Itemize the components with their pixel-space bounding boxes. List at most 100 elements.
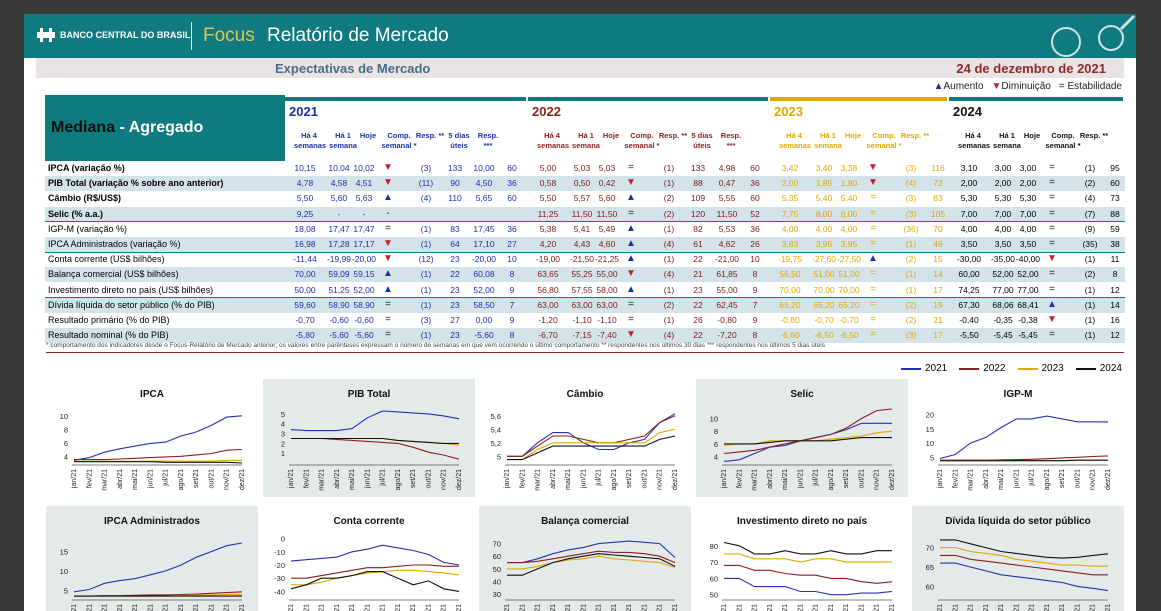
table-cell: 133 bbox=[690, 163, 706, 173]
table-cell: -6,50 bbox=[814, 330, 834, 341]
table-cell: 12 bbox=[1110, 330, 1120, 341]
header-bar: BANCO CENTRAL DO BRASIL Focus Relatório … bbox=[24, 14, 1136, 58]
table-cell: 50,00 bbox=[294, 284, 316, 295]
trend-icon: ▲ bbox=[626, 283, 636, 295]
x-tick-label: out/21 bbox=[208, 469, 215, 489]
y-tick-label: -30 bbox=[274, 574, 285, 583]
table-cell: (2) bbox=[663, 193, 675, 204]
bank-emblem-icon bbox=[37, 28, 55, 42]
table-cell: 77,00 bbox=[992, 284, 1014, 295]
trend-icon: - bbox=[386, 207, 390, 219]
y-tick-label: 6 bbox=[714, 440, 718, 449]
column-header: Há 1 semana bbox=[572, 131, 600, 150]
x-tick-label: abr/21 bbox=[767, 469, 774, 489]
table-cell: 3,95 bbox=[840, 239, 858, 249]
trend-icon: = bbox=[1049, 329, 1055, 341]
line-chart: 5 5,2 5,4 5,6 jan/21 fev/21 mar/21 abr/21 mai/21… bbox=[491, 412, 679, 491]
x-tick-label: dez/21 bbox=[1105, 469, 1112, 490]
y-tick-label: 40 bbox=[493, 578, 501, 587]
table-cell: 10,00 bbox=[473, 163, 495, 173]
table-cell: 1,80 bbox=[840, 178, 858, 189]
row-label: Balança comercial (US$ bilhões) bbox=[48, 269, 179, 280]
table-cell: -21,50 bbox=[569, 254, 595, 265]
series-line-2022 bbox=[723, 408, 893, 455]
table-cell: 59 bbox=[1110, 223, 1120, 234]
y-tick-label: 2 bbox=[281, 439, 285, 448]
column-header: Resp. *** bbox=[720, 131, 742, 150]
table-cell: (3) bbox=[905, 208, 917, 219]
table-cell: (1) bbox=[420, 299, 432, 310]
table-cell: 3,83 bbox=[781, 239, 799, 249]
trend-icon: = bbox=[1049, 177, 1055, 189]
trend-icon: ▲ bbox=[1047, 298, 1057, 310]
table-cell: (4) bbox=[420, 193, 432, 204]
table-cell: 17 bbox=[933, 330, 943, 341]
table-cell: 5,03 bbox=[573, 163, 591, 173]
table-cell: 23 bbox=[450, 254, 460, 265]
series-line-2024 bbox=[724, 437, 892, 445]
table-cell: 58,90 bbox=[328, 299, 350, 310]
trend-icon: = bbox=[628, 298, 634, 310]
magnifier-decoration-icon bbox=[1051, 14, 1136, 57]
row-label: Conta corrente (US$ bilhões) bbox=[48, 254, 165, 265]
chart-panel: Conta corrente 0 -10 -20 -30 -40 jan/21 fev/21 m… bbox=[263, 506, 475, 611]
x-tick-label: jun/21 bbox=[147, 469, 154, 489]
y-tick-label: 80 bbox=[710, 542, 718, 551]
x-tick-label: dez/21 bbox=[1105, 604, 1112, 611]
x-tick-label: nov/21 bbox=[874, 604, 881, 611]
table-cell: (1) bbox=[905, 284, 917, 295]
x-tick-label: jan/21 bbox=[937, 604, 944, 611]
group-separator bbox=[45, 251, 1125, 253]
x-tick-label: fev/21 bbox=[303, 604, 310, 611]
table-cell: (1) bbox=[905, 239, 917, 249]
legend-swatch bbox=[901, 367, 921, 370]
x-tick-label: jan/21 bbox=[937, 469, 944, 489]
table-cell: (1) bbox=[663, 178, 675, 189]
table-cell: 77,00 bbox=[1017, 284, 1039, 295]
y-tick-label: 60 bbox=[493, 552, 501, 561]
table-cell: 11,25 bbox=[537, 208, 559, 219]
x-tick-label: set/21 bbox=[193, 604, 200, 611]
header-divider bbox=[191, 22, 192, 50]
divider-line bbox=[46, 352, 1124, 353]
bank-logo: BANCO CENTRAL DO BRASIL bbox=[36, 26, 190, 44]
x-tick-label: jan/21 bbox=[71, 469, 78, 489]
table-cell: -0,80 bbox=[780, 315, 800, 325]
table-cell: 3,50 bbox=[960, 239, 978, 249]
y-tick-label: 30 bbox=[493, 590, 501, 599]
table-cell: (1) bbox=[663, 223, 675, 234]
x-tick-label: jan/21 bbox=[504, 604, 511, 611]
table-cell: 60 bbox=[750, 193, 760, 204]
x-tick-label: nov/21 bbox=[224, 469, 231, 490]
table-cell: 83 bbox=[450, 223, 460, 234]
table-cell: 38 bbox=[1110, 239, 1120, 249]
x-tick-label: dez/21 bbox=[889, 469, 896, 490]
series-line-2022 bbox=[507, 415, 676, 457]
x-tick-label: mar/21 bbox=[968, 604, 975, 611]
table-cell: (2) bbox=[663, 208, 675, 219]
chart-title: IPCA bbox=[140, 389, 164, 400]
y-tick-label: 4 bbox=[714, 453, 718, 462]
table-cell: 63,65 bbox=[537, 269, 559, 280]
table-cell: 46 bbox=[933, 239, 943, 249]
x-tick-label: out/21 bbox=[641, 604, 648, 611]
table-cell: 5,63 bbox=[355, 193, 373, 204]
table-cell: 27 bbox=[450, 315, 460, 325]
x-tick-label: set/21 bbox=[410, 604, 417, 611]
y-tick-label: -10 bbox=[274, 548, 285, 557]
table-cell: 15 bbox=[933, 254, 943, 265]
x-tick-label: out/21 bbox=[1074, 469, 1081, 489]
table-cell: -7,15 bbox=[572, 330, 592, 341]
table-cell: 36 bbox=[750, 178, 760, 189]
table-cell: -5,60 bbox=[354, 330, 374, 341]
x-tick-label: mar/21 bbox=[968, 469, 975, 491]
table-cell: 22 bbox=[450, 269, 460, 280]
trend-icon: ▼ bbox=[383, 238, 393, 249]
table-cell: (1) bbox=[1084, 330, 1096, 341]
table-cell: 58,00 bbox=[596, 284, 618, 295]
x-tick-label: set/21 bbox=[1059, 604, 1066, 611]
x-tick-label: dez/21 bbox=[672, 604, 679, 611]
row-label: IGP-M (variação %) bbox=[48, 223, 128, 234]
y-tick-label: 70 bbox=[493, 540, 501, 549]
y-tick-label: 1 bbox=[281, 449, 285, 458]
